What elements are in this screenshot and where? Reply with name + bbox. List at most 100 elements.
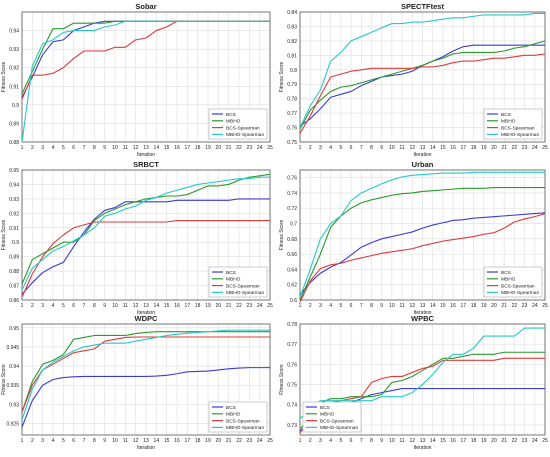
plot-border: [21, 11, 271, 143]
x-tick-label: 4: [52, 438, 55, 444]
y-tick-label: 0.91: [9, 226, 19, 232]
x-tick-label: 15: [164, 438, 170, 444]
series-line-bcs: [299, 212, 546, 296]
x-tick-label: 25: [542, 145, 548, 151]
x-tick-label: 8: [93, 145, 96, 151]
x-tick-label: 16: [174, 303, 180, 309]
y-tick-label: 0.75: [287, 383, 297, 389]
x-tick-label: 20: [216, 438, 222, 444]
x-tick-label: 11: [123, 438, 128, 444]
legend-label: BCS-Spearman: [501, 125, 535, 131]
x-tick-label: 24: [532, 303, 538, 309]
y-tick-label: 0.89: [9, 255, 19, 261]
x-tick-label: 7: [360, 438, 363, 444]
x-tick-label: 13: [143, 145, 149, 151]
series-line-bcs-spearman: [21, 336, 270, 413]
x-tick-label: 18: [471, 438, 477, 444]
legend-label: BCS-Spearman: [320, 418, 354, 424]
legend-label: MBHO-Spearman: [501, 290, 539, 296]
y-tick-label: 0.77: [287, 111, 297, 117]
y-tick-label: 0.76: [287, 126, 297, 132]
x-tick-label: 4: [329, 145, 332, 151]
chart-srbct: SRBCT 0.86 0.87 0.88 0.89 0.9 0.91 0.92 0.93 0.94…: [1, 160, 273, 316]
x-tick-label: 22: [236, 303, 242, 309]
x-tick-label: 22: [512, 303, 518, 309]
x-axis-label: Iteration: [413, 310, 431, 316]
x-tick-label: 8: [370, 145, 373, 151]
x-tick-label: 13: [143, 438, 149, 444]
x-tick-label: 4: [329, 303, 332, 309]
x-tick-label: 23: [522, 145, 528, 151]
x-tick-label: 25: [542, 303, 548, 309]
x-tick-label: 7: [83, 303, 86, 309]
y-tick-label: 0.8: [290, 68, 297, 74]
y-axis-label: Fitness Score: [279, 220, 285, 251]
x-tick-label: 10: [389, 303, 395, 309]
x-tick-label: 10: [389, 145, 395, 151]
legend-label: MBHO: [226, 412, 241, 418]
x-tick-label: 4: [52, 303, 55, 309]
plot-border: [299, 323, 546, 436]
x-tick-label: 16: [450, 303, 456, 309]
x-tick-label: 9: [103, 438, 106, 444]
series-line-mbho: [299, 40, 546, 130]
legend-label: BCS: [320, 405, 330, 411]
x-tick-label: 5: [62, 438, 65, 444]
plot-border: [21, 323, 271, 436]
y-tick-label: 0.7: [290, 222, 297, 228]
y-tick-label: 0.87: [9, 284, 19, 290]
x-tick-label: 7: [83, 438, 86, 444]
y-tick-label: 0.925: [6, 422, 19, 428]
y-tick-label: 0.92: [9, 211, 19, 217]
legend-label: MBHO-Spearman: [320, 425, 358, 431]
y-tick-label: 0.95: [9, 168, 19, 174]
x-tick-label: 11: [399, 303, 404, 309]
x-tick-label: 14: [430, 438, 436, 444]
x-tick-label: 2: [309, 145, 312, 151]
x-tick-label: 20: [491, 438, 497, 444]
x-tick-label: 24: [257, 438, 263, 444]
x-tick-label: 15: [440, 303, 446, 309]
x-tick-label: 18: [195, 303, 201, 309]
x-tick-label: 4: [329, 438, 332, 444]
x-tick-label: 23: [247, 438, 253, 444]
legend-label: BCS: [226, 405, 236, 411]
y-tick-label: 0.92: [9, 66, 19, 72]
x-tick-label: 21: [226, 303, 232, 309]
y-tick-label: 0.94: [9, 182, 19, 188]
x-tick-label: 19: [481, 145, 487, 151]
y-tick-label: 0.74: [287, 403, 297, 409]
x-tick-label: 10: [112, 438, 118, 444]
series-line-mbho-spearman: [299, 327, 545, 420]
x-tick-label: 18: [195, 145, 201, 151]
y-axis-label: Fitness Score: [279, 364, 285, 395]
series-line-mbho: [21, 173, 271, 285]
legend-label: MBHO-Spearman: [226, 290, 264, 296]
y-tick-label: 0.75: [287, 140, 297, 146]
plot-border: [299, 11, 546, 143]
x-tick-label: 15: [440, 438, 446, 444]
x-tick-label: 20: [216, 145, 222, 151]
x-tick-label: 12: [133, 145, 139, 151]
x-axis-label: Iteration: [137, 445, 155, 451]
x-tick-label: 3: [41, 303, 44, 309]
x-tick-label: 21: [226, 438, 232, 444]
x-tick-label: 12: [410, 145, 416, 151]
x-tick-label: 23: [247, 145, 253, 151]
x-tick-label: 12: [133, 438, 139, 444]
x-tick-label: 14: [154, 303, 160, 309]
series-line-bcs-spearman: [299, 213, 546, 303]
y-tick-label: 0.94: [9, 29, 19, 35]
series-line-mbho-spearman: [21, 176, 270, 291]
x-tick-label: 10: [112, 145, 118, 151]
y-tick-label: 0.945: [6, 345, 19, 351]
x-tick-label: 6: [350, 145, 353, 151]
x-tick-label: 16: [174, 145, 180, 151]
x-tick-label: 25: [267, 303, 273, 309]
x-tick-label: 12: [410, 303, 416, 309]
y-tick-label: 0.95: [9, 326, 19, 332]
x-tick-label: 12: [410, 438, 416, 444]
